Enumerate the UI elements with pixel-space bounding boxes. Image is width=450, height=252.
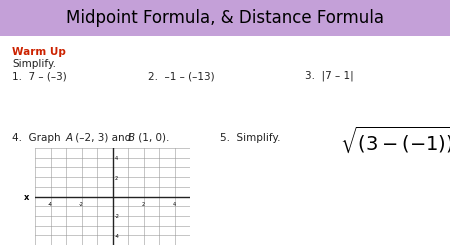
Text: -4: -4: [115, 233, 120, 238]
Text: 2: 2: [142, 202, 145, 207]
Text: -2: -2: [79, 202, 84, 207]
Text: -4: -4: [48, 202, 53, 207]
Text: 3.  |7 – 1|: 3. |7 – 1|: [305, 71, 354, 81]
Text: A: A: [66, 133, 73, 142]
Text: 4.  Graph: 4. Graph: [12, 133, 64, 142]
Text: Warm Up: Warm Up: [12, 47, 66, 57]
Text: 2: 2: [115, 175, 118, 180]
Text: Simplify.: Simplify.: [12, 59, 56, 69]
Text: 4: 4: [115, 155, 118, 161]
Text: -2: -2: [115, 213, 120, 218]
Text: 5.  Simplify.: 5. Simplify.: [220, 133, 280, 142]
Text: Midpoint Formula, & Distance Formula: Midpoint Formula, & Distance Formula: [66, 9, 384, 27]
Text: $\sqrt{\left(3-\left(-1\right)\right)^{2}}$: $\sqrt{\left(3-\left(-1\right)\right)^{2…: [340, 124, 450, 154]
Text: (1, 0).: (1, 0).: [135, 133, 169, 142]
FancyBboxPatch shape: [0, 0, 450, 37]
Text: B: B: [128, 133, 135, 142]
Text: 1.  7 – (–3): 1. 7 – (–3): [12, 71, 67, 81]
Text: 2.  –1 – (–13): 2. –1 – (–13): [148, 71, 215, 81]
Text: (–2, 3) and: (–2, 3) and: [72, 133, 135, 142]
Text: 4: 4: [173, 202, 176, 207]
Text: x: x: [23, 192, 29, 201]
